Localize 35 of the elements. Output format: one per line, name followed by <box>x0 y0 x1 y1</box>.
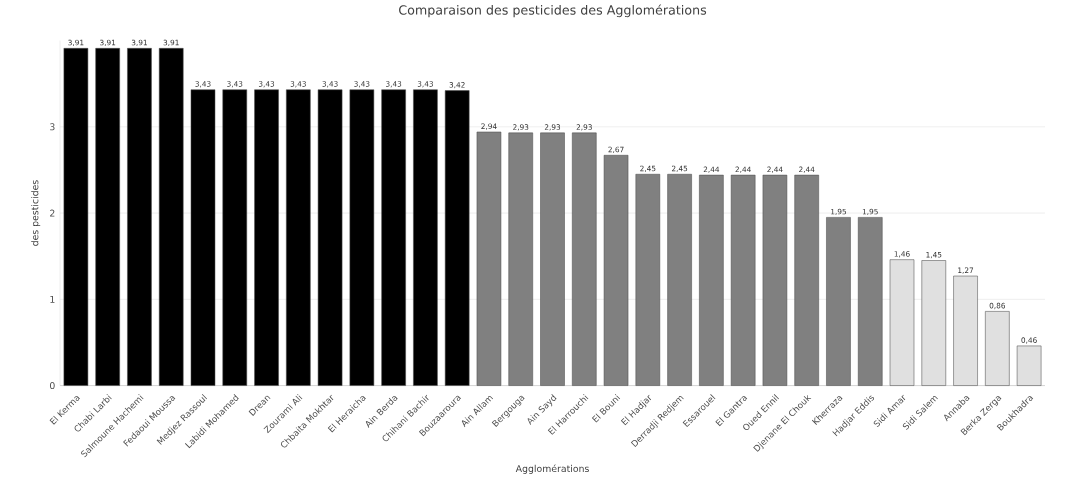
bar <box>572 132 597 387</box>
bar <box>444 90 470 387</box>
y-tick-label: 2 <box>50 209 55 217</box>
bar <box>635 174 661 387</box>
bar <box>95 48 120 387</box>
x-axis-title: Agglomérations <box>515 464 589 475</box>
bar <box>413 89 438 387</box>
bar <box>127 48 152 387</box>
bar <box>381 89 406 387</box>
bar <box>730 175 756 387</box>
y-tick-label: 0 <box>49 382 55 390</box>
bar <box>254 89 279 387</box>
bar <box>476 131 502 387</box>
bar <box>985 311 1010 387</box>
bar <box>317 89 343 387</box>
bar <box>762 175 788 387</box>
y-axis-title: des pesticides <box>31 180 41 247</box>
bar <box>667 174 692 387</box>
bar <box>540 132 565 387</box>
y-tick-label: 1 <box>50 296 55 303</box>
bar <box>508 132 533 387</box>
bar <box>190 89 216 387</box>
bar <box>1016 345 1042 387</box>
bar <box>349 89 375 387</box>
bar <box>158 48 184 387</box>
bar <box>63 48 89 387</box>
bar <box>699 175 724 387</box>
bar <box>826 217 851 387</box>
chart-title: Comparaison des pesticides des Agglomérations <box>399 4 707 18</box>
bar <box>222 89 248 387</box>
bar <box>603 155 629 387</box>
bar <box>794 175 819 387</box>
bar <box>286 89 311 387</box>
bar <box>857 217 883 387</box>
y-tick-label: 3 <box>50 123 55 131</box>
